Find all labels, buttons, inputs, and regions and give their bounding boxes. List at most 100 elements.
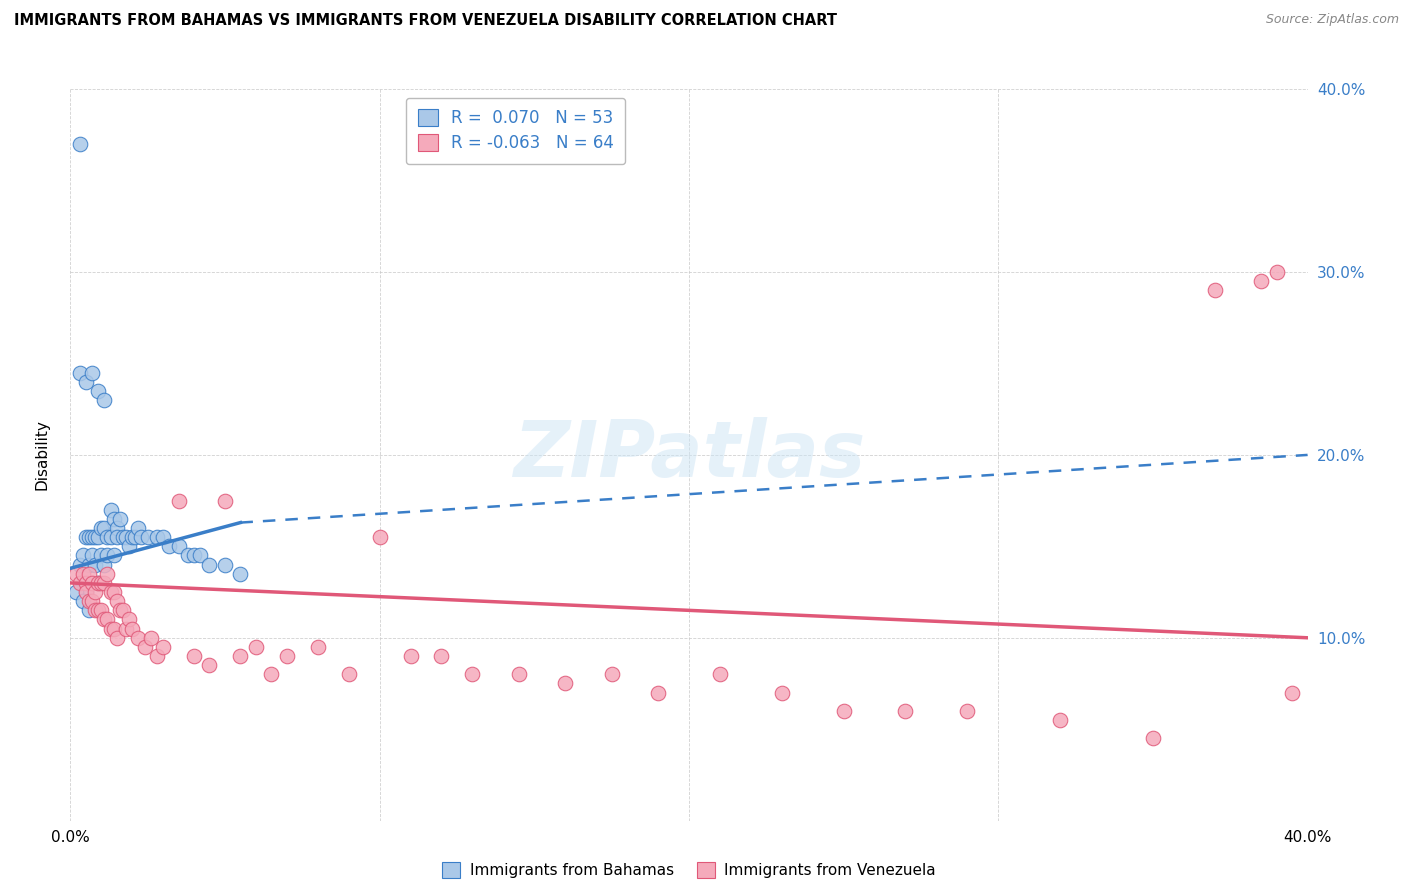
- Point: [90, 549, 112, 563]
- Point: [152, 640, 174, 654]
- Point: [96, 549, 118, 563]
- Point: [77, 558, 100, 572]
- Point: [103, 622, 125, 636]
- Point: [105, 530, 128, 544]
- Point: [152, 530, 174, 544]
- Point: [69, 136, 91, 151]
- Point: [69, 558, 91, 572]
- Point: [177, 549, 200, 563]
- Point: [600, 667, 623, 681]
- Point: [84, 603, 107, 617]
- Point: [100, 530, 122, 544]
- Point: [647, 685, 669, 699]
- Point: [65, 585, 87, 599]
- Point: [93, 576, 115, 591]
- Point: [956, 704, 979, 718]
- Point: [108, 512, 131, 526]
- Point: [80, 594, 103, 608]
- Point: [1265, 265, 1288, 279]
- Point: [127, 631, 149, 645]
- Point: [72, 594, 94, 608]
- Point: [127, 521, 149, 535]
- Point: [188, 549, 211, 563]
- Point: [96, 566, 118, 581]
- Point: [832, 704, 855, 718]
- Point: [87, 576, 110, 591]
- Point: [77, 566, 100, 581]
- Point: [183, 649, 205, 664]
- Point: [100, 585, 122, 599]
- Point: [90, 603, 112, 617]
- Point: [93, 521, 115, 535]
- Point: [508, 667, 530, 681]
- Point: [461, 667, 484, 681]
- Point: [198, 558, 221, 572]
- Point: [307, 640, 329, 654]
- Point: [146, 530, 169, 544]
- Point: [770, 685, 793, 699]
- Point: [183, 549, 205, 563]
- Legend: Immigrants from Bahamas, Immigrants from Venezuela: Immigrants from Bahamas, Immigrants from…: [436, 856, 942, 884]
- Point: [96, 530, 118, 544]
- Point: [430, 649, 453, 664]
- Point: [75, 585, 97, 599]
- Point: [69, 366, 91, 380]
- Point: [84, 558, 107, 572]
- Point: [72, 576, 94, 591]
- Point: [77, 594, 100, 608]
- Point: [80, 576, 103, 591]
- Point: [131, 530, 153, 544]
- Point: [554, 676, 576, 690]
- Point: [103, 512, 125, 526]
- Point: [118, 613, 141, 627]
- Point: [115, 530, 138, 544]
- Point: [77, 603, 100, 617]
- Point: [894, 704, 917, 718]
- Point: [105, 631, 128, 645]
- Point: [115, 622, 138, 636]
- Point: [93, 558, 115, 572]
- Point: [167, 493, 190, 508]
- Point: [1204, 284, 1226, 298]
- Point: [198, 658, 221, 673]
- Point: [100, 622, 122, 636]
- Point: [87, 603, 110, 617]
- Point: [84, 530, 107, 544]
- Point: [84, 585, 107, 599]
- Point: [260, 667, 283, 681]
- Point: [87, 576, 110, 591]
- Point: [139, 631, 162, 645]
- Point: [146, 649, 169, 664]
- Point: [124, 530, 146, 544]
- Point: [87, 384, 110, 398]
- Point: [65, 566, 87, 581]
- Point: [368, 530, 391, 544]
- Point: [103, 549, 125, 563]
- Point: [80, 530, 103, 544]
- Point: [134, 640, 156, 654]
- Point: [1250, 274, 1272, 288]
- Point: [77, 530, 100, 544]
- Point: [121, 530, 143, 544]
- Point: [276, 649, 298, 664]
- Y-axis label: Disability: Disability: [35, 419, 49, 491]
- Point: [93, 613, 115, 627]
- Point: [105, 521, 128, 535]
- Point: [75, 585, 97, 599]
- Point: [214, 493, 236, 508]
- Point: [111, 603, 134, 617]
- Text: IMMIGRANTS FROM BAHAMAS VS IMMIGRANTS FROM VENEZUELA DISABILITY CORRELATION CHAR: IMMIGRANTS FROM BAHAMAS VS IMMIGRANTS FR…: [14, 13, 837, 29]
- Point: [75, 375, 97, 389]
- Text: ZIPatlas: ZIPatlas: [513, 417, 865, 493]
- Legend: R =  0.070   N = 53, R = -0.063   N = 64: R = 0.070 N = 53, R = -0.063 N = 64: [406, 97, 626, 164]
- Point: [90, 576, 112, 591]
- Point: [96, 613, 118, 627]
- Point: [72, 566, 94, 581]
- Point: [100, 502, 122, 516]
- Text: Source: ZipAtlas.com: Source: ZipAtlas.com: [1265, 13, 1399, 27]
- Point: [1049, 713, 1071, 727]
- Point: [118, 539, 141, 553]
- Point: [245, 640, 267, 654]
- Point: [90, 521, 112, 535]
- Point: [111, 530, 134, 544]
